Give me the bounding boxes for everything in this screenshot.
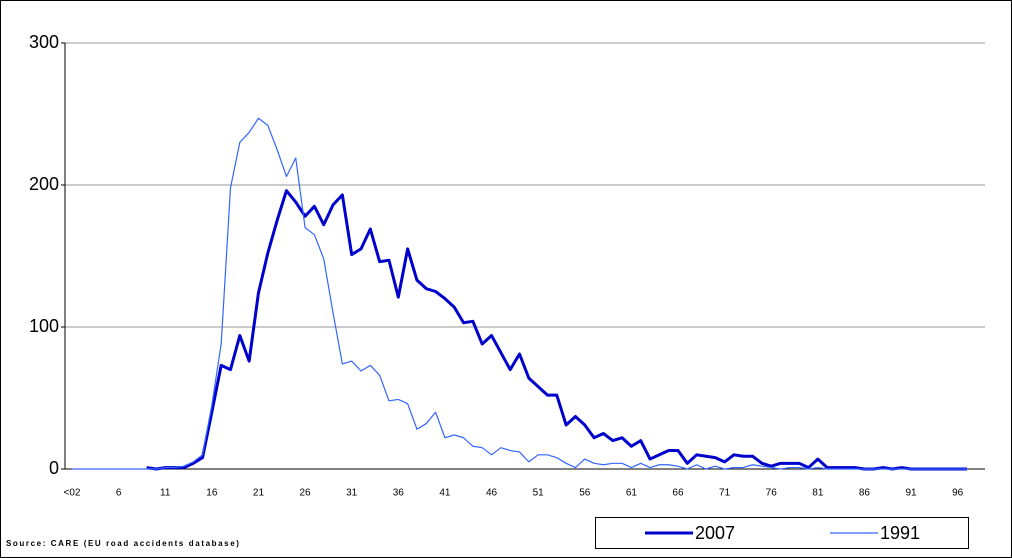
y-tick-label: 100 <box>29 316 59 336</box>
y-tick-label: 200 <box>29 174 59 194</box>
x-tick-label: 86 <box>859 488 871 499</box>
series-line <box>146 189 967 471</box>
x-tick-label: 76 <box>766 488 778 499</box>
x-tick-label: 46 <box>486 488 498 499</box>
x-tick-label: 11 <box>160 488 171 499</box>
x-tick-label: 96 <box>952 488 964 499</box>
x-tick-label: 61 <box>626 488 638 499</box>
legend-label: 1991 <box>880 523 920 543</box>
y-tick-label: 300 <box>29 32 59 52</box>
x-tick-label: 56 <box>579 488 591 499</box>
series-line <box>72 117 967 470</box>
x-tick-label: 71 <box>719 488 731 499</box>
x-tick-label: 31 <box>346 488 358 499</box>
legend-label: 2007 <box>695 523 735 543</box>
x-tick-label: 6 <box>116 488 122 499</box>
x-tick-label: <02 <box>64 488 81 499</box>
x-tick-label: 66 <box>672 488 684 499</box>
x-tick-label: 81 <box>812 488 824 499</box>
x-tick-label: 51 <box>533 488 545 499</box>
source-note: Source: CARE (EU road accidents database… <box>6 539 241 548</box>
y-tick-label: 0 <box>49 458 59 478</box>
x-tick-label: 16 <box>206 488 218 499</box>
x-tick-label: 36 <box>393 488 405 499</box>
x-tick-label: 26 <box>300 488 312 499</box>
x-tick-label: 91 <box>906 488 918 499</box>
x-tick-label: 41 <box>439 488 451 499</box>
x-tick-label: 21 <box>253 488 265 499</box>
